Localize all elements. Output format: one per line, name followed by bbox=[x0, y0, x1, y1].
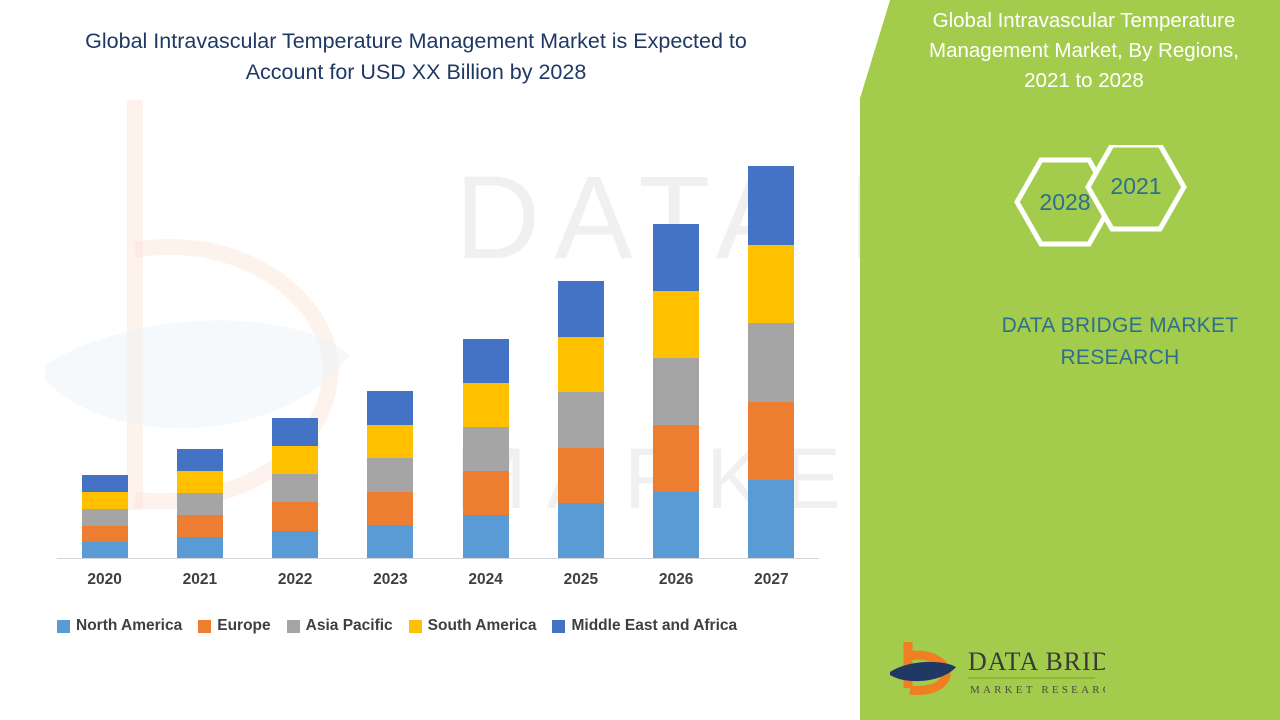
bar-column-2025[interactable] bbox=[557, 281, 604, 559]
bar-segment[interactable] bbox=[653, 223, 700, 291]
logo-tagline-text: MARKET RESEARCH bbox=[970, 684, 1105, 696]
bar-segment[interactable] bbox=[272, 445, 319, 475]
bar-segment[interactable] bbox=[272, 474, 319, 503]
legend-item-middle-east-and-africa[interactable]: Middle East and Africa bbox=[552, 617, 737, 635]
legend-label: Europe bbox=[217, 617, 271, 634]
bar-segment[interactable] bbox=[81, 542, 128, 559]
bar-segment[interactable] bbox=[272, 417, 319, 446]
legend-item-south-america[interactable]: South America bbox=[408, 617, 537, 635]
bar-segment[interactable] bbox=[748, 166, 795, 245]
company-logo: DATA BRIDGE MARKET RESEARCH bbox=[890, 638, 1147, 704]
bar-segment[interactable] bbox=[462, 427, 509, 472]
bar-segment[interactable] bbox=[367, 525, 414, 559]
bar-segment[interactable] bbox=[653, 491, 700, 559]
logo-mark-icon bbox=[890, 642, 956, 695]
bar-segment[interactable] bbox=[748, 244, 795, 324]
bar-segment[interactable] bbox=[557, 503, 604, 559]
legend-swatch-icon bbox=[57, 619, 70, 633]
bar-segment[interactable] bbox=[272, 530, 319, 559]
x-tick-label-2027: 2027 bbox=[754, 571, 789, 588]
legend-item-europe[interactable]: Europe bbox=[198, 617, 271, 635]
x-tick-label-2026: 2026 bbox=[658, 571, 694, 588]
hexagon-front-year-label: 2021 bbox=[1110, 173, 1161, 199]
legend-label: North America bbox=[76, 617, 183, 634]
background-logo-watermark bbox=[45, 100, 350, 510]
legend-label: Asia Pacific bbox=[305, 617, 393, 634]
x-tick-label-2021: 2021 bbox=[182, 571, 218, 588]
bar-column-2022[interactable] bbox=[272, 417, 319, 559]
bar-segment[interactable] bbox=[557, 281, 604, 337]
x-tick-label-2024: 2024 bbox=[468, 571, 503, 588]
chart-plot-area bbox=[57, 140, 819, 559]
bar-segment[interactable] bbox=[81, 508, 128, 526]
bar-segment[interactable] bbox=[462, 383, 509, 428]
bar-segment[interactable] bbox=[176, 449, 223, 472]
bar-segment[interactable] bbox=[176, 471, 223, 494]
panel-brand-text: DATA BRIDGE MARKET RESEARCH bbox=[960, 310, 1280, 374]
bar-segment[interactable] bbox=[176, 537, 223, 559]
panel-brand-line-2: RESEARCH bbox=[1060, 346, 1180, 369]
bar-segment[interactable] bbox=[557, 336, 604, 393]
bar-segment[interactable] bbox=[748, 323, 795, 402]
hexagon-back-year-label: 2028 bbox=[1039, 189, 1090, 215]
legend-swatch-icon bbox=[198, 619, 212, 633]
logo-name-text: DATA BRIDGE bbox=[968, 647, 1105, 676]
bar-segment[interactable] bbox=[653, 424, 700, 492]
legend-item-north-america[interactable]: North America bbox=[57, 617, 182, 635]
bar-column-2026[interactable] bbox=[653, 223, 700, 559]
bar-segment[interactable] bbox=[462, 515, 509, 559]
bar-column-2020[interactable] bbox=[81, 475, 128, 559]
x-tick-label-2020: 2020 bbox=[87, 571, 122, 588]
bar-segment[interactable] bbox=[81, 492, 128, 509]
bar-column-2024[interactable] bbox=[462, 339, 509, 559]
hexagon-2021-outline bbox=[1085, 142, 1187, 232]
legend-swatch-icon bbox=[552, 619, 566, 633]
legend-swatch-icon bbox=[286, 619, 300, 633]
bar-segment[interactable] bbox=[748, 480, 795, 559]
x-axis-tick-labels: 2020 2021 2022 2023 2024 2025 2026 2027 bbox=[57, 571, 819, 595]
bar-segment[interactable] bbox=[653, 290, 700, 358]
legend-item-asia-pacific[interactable]: Asia Pacific bbox=[286, 617, 393, 635]
bar-segment[interactable] bbox=[176, 515, 223, 538]
bar-segment[interactable] bbox=[272, 502, 319, 531]
chart-legend: North America Europe Asia Pacific South Ame… bbox=[57, 617, 823, 635]
legend-swatch-icon bbox=[408, 619, 422, 633]
legend-label: South America bbox=[427, 617, 537, 634]
bar-column-2021[interactable] bbox=[176, 449, 223, 559]
legend-label: Middle East and Africa bbox=[571, 617, 738, 634]
chart-title: Global Intravascular Temperature Managem… bbox=[85, 29, 747, 84]
bar-column-2023[interactable] bbox=[367, 391, 414, 559]
x-tick-label-2025: 2025 bbox=[563, 571, 599, 588]
bar-segment[interactable] bbox=[367, 391, 414, 425]
panel-brand-line-1: DATA BRIDGE MARKET bbox=[1001, 314, 1239, 337]
bar-segment[interactable] bbox=[367, 491, 414, 526]
bar-segment[interactable] bbox=[81, 525, 128, 543]
panel-title: Global Intravascular Temperature Managem… bbox=[929, 9, 1239, 92]
bar-segment[interactable] bbox=[653, 357, 700, 425]
bar-segment[interactable] bbox=[748, 401, 795, 481]
bar-column-2027[interactable] bbox=[748, 166, 795, 559]
hexagon-year-badges: 2028 2021 bbox=[975, 142, 1205, 285]
bar-segment[interactable] bbox=[462, 471, 509, 516]
bar-segment[interactable] bbox=[81, 475, 128, 492]
bar-segment[interactable] bbox=[367, 458, 414, 492]
x-tick-label-2023: 2023 bbox=[373, 571, 408, 588]
x-axis-line bbox=[57, 558, 819, 559]
bar-segment[interactable] bbox=[462, 339, 509, 384]
x-tick-label-2022: 2022 bbox=[277, 571, 313, 588]
bar-segment[interactable] bbox=[176, 493, 223, 516]
bar-segment[interactable] bbox=[367, 424, 414, 459]
bar-segment[interactable] bbox=[557, 447, 604, 504]
bar-segment[interactable] bbox=[557, 392, 604, 448]
